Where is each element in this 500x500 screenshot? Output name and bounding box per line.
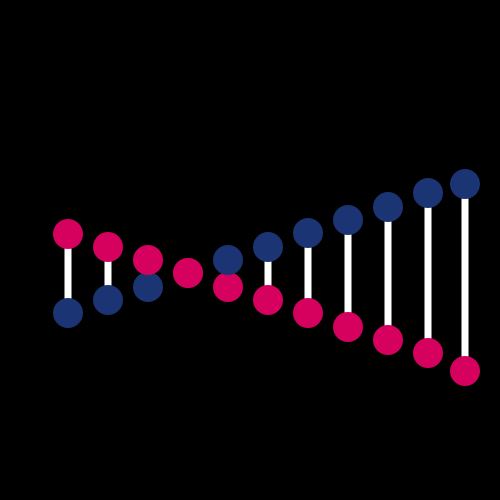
connector-bar-8 (344, 220, 352, 327)
connector-bar-9 (384, 207, 392, 340)
node-bottom-8 (333, 312, 363, 342)
connector-bar-1 (64, 234, 72, 313)
connector-bar-11 (461, 184, 469, 371)
node-top-2 (93, 232, 123, 262)
node-bottom-10 (413, 338, 443, 368)
node-top-4 (173, 258, 203, 288)
node-group (53, 169, 480, 386)
node-top-5 (213, 245, 243, 275)
node-bottom-6 (253, 285, 283, 315)
node-bottom-3 (133, 272, 163, 302)
node-top-7 (293, 218, 323, 248)
node-top-9 (373, 192, 403, 222)
connector-bar-6 (264, 247, 272, 300)
node-bottom-7 (293, 298, 323, 328)
node-top-1 (53, 219, 83, 249)
node-top-3 (133, 245, 163, 275)
connector-bar-2 (104, 247, 112, 300)
node-bottom-9 (373, 325, 403, 355)
connector-bar-10 (424, 193, 432, 353)
node-bottom-11 (450, 356, 480, 386)
node-top-6 (253, 232, 283, 262)
connector-bar-7 (304, 233, 312, 313)
node-bottom-2 (93, 285, 123, 315)
node-top-8 (333, 205, 363, 235)
node-top-11 (450, 169, 480, 199)
node-bottom-5 (213, 272, 243, 302)
node-bottom-1 (53, 298, 83, 328)
node-top-10 (413, 178, 443, 208)
